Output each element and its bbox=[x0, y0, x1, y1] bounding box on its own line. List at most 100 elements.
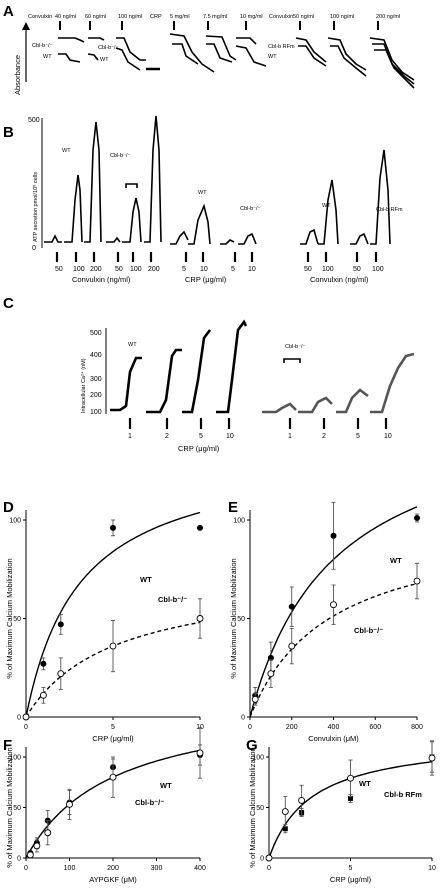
panel-b-xgroup: Convulxin (ng/ml) bbox=[310, 275, 369, 284]
data-point bbox=[288, 603, 295, 610]
panel-b-xgroup: Convulxin (ng/ml) bbox=[72, 275, 131, 284]
series-label: WT bbox=[160, 781, 172, 790]
panel-b-xtick: 10 bbox=[248, 266, 256, 273]
panel-b-xtick: 10 bbox=[200, 266, 208, 273]
aggregation-trace bbox=[330, 45, 367, 77]
aggregation-trace bbox=[205, 35, 237, 61]
panel-b-xtick: 100 bbox=[73, 266, 85, 273]
aggregation-trace bbox=[369, 37, 415, 81]
x-tick-label: 800 bbox=[411, 724, 423, 731]
data-point bbox=[57, 621, 64, 628]
data-point bbox=[282, 826, 288, 832]
panel-a-arrowhead bbox=[22, 22, 30, 30]
atp-trace bbox=[64, 174, 83, 243]
data-point bbox=[109, 642, 117, 650]
panel-b-xtick: 100 bbox=[130, 266, 142, 273]
x-tick-label: 400 bbox=[328, 724, 340, 731]
x-tick-label: 10 bbox=[428, 865, 436, 872]
y-tick-label: 0 bbox=[260, 856, 264, 863]
x-tick-label: 600 bbox=[369, 724, 381, 731]
panel-b-group-label: WT bbox=[198, 190, 207, 196]
y-axis-label: % of Maximum Calcium Mobilization bbox=[229, 558, 238, 678]
panel-b-group-label: WT bbox=[62, 148, 71, 154]
panel-a-top-label: 100 ng/ml bbox=[330, 14, 354, 20]
atp-trace bbox=[220, 239, 235, 245]
panel-b-stimulus-marks bbox=[55, 252, 378, 262]
data-point bbox=[39, 691, 47, 699]
panel-b-bracket bbox=[125, 183, 138, 188]
aggregation-trace bbox=[206, 43, 233, 63]
aggregation-trace bbox=[58, 53, 81, 63]
panel-a-trace-label: Cbl-b⁻/⁻ bbox=[98, 45, 119, 51]
y-tick-label: 50 bbox=[256, 805, 264, 812]
data-point bbox=[267, 654, 274, 661]
atp-trace bbox=[106, 236, 121, 243]
atp-trace bbox=[238, 232, 257, 245]
panel-a-top-label: 100 ng/ml bbox=[118, 14, 142, 20]
data-point bbox=[57, 670, 65, 678]
data-point bbox=[26, 851, 34, 859]
panel-a-label: A bbox=[3, 3, 14, 20]
panel-b-xtick: 50 bbox=[353, 266, 361, 273]
y-axis-label: % of Maximum Calcium Mobilization bbox=[248, 747, 257, 867]
panel-a-top-label: CRP bbox=[150, 14, 162, 20]
atp-trace bbox=[122, 197, 142, 243]
atp-trace bbox=[318, 179, 339, 245]
y-tick-label: 0 bbox=[17, 856, 21, 863]
panel-c-ytick: 300 bbox=[90, 376, 102, 383]
y-tick-label: 50 bbox=[13, 616, 21, 623]
panel-a-top-label: 60 ng/ml bbox=[85, 14, 106, 20]
aggregation-trace bbox=[298, 45, 327, 67]
data-point bbox=[197, 524, 203, 531]
panel-c-ytick: 100 bbox=[90, 409, 102, 416]
data-point bbox=[66, 801, 73, 808]
aggregation-trace bbox=[87, 53, 99, 61]
aggregation-trace bbox=[58, 37, 85, 43]
panel-label: G bbox=[246, 737, 258, 754]
atp-trace bbox=[300, 228, 319, 245]
series-label: WT bbox=[390, 556, 402, 565]
panel-a-top-label: Convulxin bbox=[269, 14, 293, 20]
panel-c-traces-ko bbox=[262, 352, 415, 414]
data-point bbox=[33, 842, 41, 850]
panel-c-xtick: 10 bbox=[226, 433, 234, 440]
x-tick-label: 300 bbox=[151, 865, 163, 872]
aggregation-trace bbox=[172, 43, 199, 65]
panel-b-xtick: 50 bbox=[115, 266, 123, 273]
calcium-trace bbox=[216, 319, 248, 414]
panel-b-ytick: 500 bbox=[28, 117, 40, 124]
y-axis-label: % of Maximum Calcium Mobilization bbox=[5, 747, 14, 867]
series-label: Cbl-b RFm bbox=[384, 790, 422, 799]
data-point bbox=[196, 615, 204, 622]
plot-d: D0510050100CRP (μg/ml)% of Maximum Calci… bbox=[3, 499, 204, 743]
aggregation-trace bbox=[327, 37, 367, 71]
panel-c-traces bbox=[110, 319, 248, 414]
series-label: WT bbox=[140, 575, 152, 584]
x-tick-label: 0 bbox=[24, 865, 28, 872]
panel-b-xtick: 50 bbox=[55, 266, 63, 273]
panel-c-xtick: 1 bbox=[288, 433, 292, 440]
aggregation-trace bbox=[295, 37, 327, 63]
aggregation-trace bbox=[115, 47, 141, 71]
panel-a-top-label: 10 mg/ml bbox=[240, 14, 263, 20]
data-point bbox=[267, 670, 275, 678]
panel-a-top-label: 50 ng/ml bbox=[293, 14, 314, 20]
y-tick-label: 0 bbox=[17, 715, 21, 722]
panel-a-top-label: 7.5 mg/ml bbox=[203, 14, 227, 20]
aggregation-trace bbox=[169, 33, 215, 73]
panel-c-group-label: WT bbox=[128, 342, 137, 348]
panel-label: F bbox=[3, 737, 12, 754]
data-point bbox=[265, 854, 273, 862]
panel-label: D bbox=[3, 499, 14, 516]
x-tick-label: 200 bbox=[107, 865, 119, 872]
panel-a-top-label: 5 mg/ml bbox=[170, 14, 190, 20]
panel-b-ylabel: ATP secretion pmol/10⁸ cells bbox=[32, 172, 39, 242]
panel-c-xtick: 5 bbox=[199, 433, 203, 440]
x-tick-label: 5 bbox=[349, 865, 353, 872]
panel-b-xtick: 200 bbox=[148, 266, 160, 273]
calcium-trace bbox=[298, 396, 333, 414]
panel-c-xtick: 5 bbox=[356, 433, 360, 440]
